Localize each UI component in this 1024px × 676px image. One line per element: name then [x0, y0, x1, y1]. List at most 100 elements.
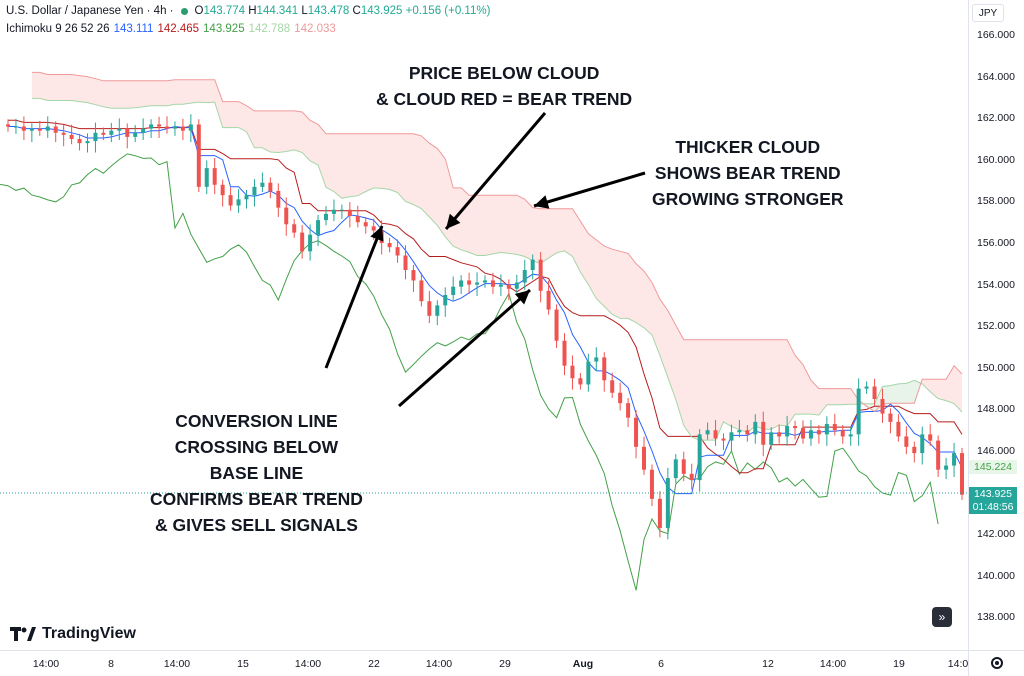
time-tick-label: Aug [572, 658, 594, 670]
candle [920, 426, 925, 465]
price-axis[interactable]: 166.000 164.000 162.000 160.000 158.000 156.0… [968, 0, 1024, 650]
candle [522, 259, 527, 290]
scroll-to-realtime-button[interactable]: » [932, 607, 952, 627]
price-tick-label: 164.000 [977, 70, 1015, 83]
cloud-segment [810, 380, 819, 416]
candle [204, 160, 209, 195]
tradingview-logo[interactable]: TradingView [10, 625, 136, 643]
cloud-segment [787, 339, 796, 427]
cloud-segment [946, 365, 955, 404]
chart-canvas[interactable] [0, 0, 968, 650]
candle [761, 411, 766, 457]
candle [236, 189, 241, 213]
candle [13, 118, 18, 134]
candle [697, 429, 702, 492]
candle [634, 410, 639, 459]
candle [451, 276, 456, 301]
candle [260, 172, 265, 193]
candle [125, 123, 130, 149]
price-tag: 143.925 [969, 487, 1017, 502]
cloud-segment [167, 79, 175, 106]
candle [745, 425, 750, 442]
candle [864, 381, 869, 394]
time-tick-label: 14:00 [163, 658, 191, 670]
candle [292, 219, 297, 238]
candle [212, 157, 217, 195]
cloud-segment [834, 388, 843, 405]
cloud-segment [755, 339, 764, 430]
cloud-segment [437, 148, 446, 237]
time-tick-label: 19 [893, 658, 905, 670]
cloud-segment [111, 80, 120, 109]
candle [45, 116, 50, 138]
candle [681, 451, 686, 482]
gear-icon[interactable] [991, 657, 1003, 669]
candle [904, 426, 909, 455]
cloud-segment [795, 355, 803, 415]
price-tick-label: 156.000 [977, 237, 1015, 249]
candle [570, 355, 575, 390]
candle [117, 118, 122, 141]
low-value: 143.478 [307, 5, 350, 17]
arrow-price-below-cloud [444, 112, 547, 230]
cloud-segment [294, 110, 303, 153]
candle [252, 179, 257, 207]
candle [673, 454, 678, 484]
open-label: O [194, 5, 204, 17]
annotation-line: & CLOUD RED = BEAR TREND [376, 89, 633, 109]
candle [355, 205, 360, 228]
candle [594, 347, 599, 371]
annotation-line: CROSSING BELOW [174, 437, 339, 457]
cloud-segment [198, 79, 207, 103]
candle [705, 422, 710, 440]
cloud-segment [683, 339, 692, 437]
candle [793, 420, 798, 440]
cloud-segment [739, 339, 748, 433]
time-axis[interactable]: 14:00 8 14:00 15 14:00 22 14:00 29 Aug 6 12 14:00 19… [0, 650, 968, 676]
cloud-segment [826, 388, 835, 405]
indicator-name[interactable]: Ichimoku 9 26 52 26 [6, 23, 110, 35]
cloud-segment [286, 110, 295, 152]
annotation-thicker-cloud: THICKER CLOUD SHOWS BEAR TREND GROWING S… [652, 134, 844, 212]
cloud-segment [723, 339, 732, 427]
candle [642, 436, 646, 475]
time-tick-label: 12 [762, 658, 774, 670]
close-label: C [352, 5, 361, 17]
tradingview-logo-icon [10, 627, 36, 641]
candle [816, 425, 821, 444]
candle [93, 122, 98, 153]
close-value: 143.925 [360, 5, 403, 17]
cloud-segment [159, 80, 167, 106]
annotation-line: PRICE BELOW CLOUD [408, 63, 600, 83]
price-tick-label: 138.000 [977, 611, 1015, 624]
cloud-segment [453, 187, 462, 250]
cloud-segment [55, 74, 64, 101]
cloud-segment [580, 221, 589, 285]
cloud-segment [818, 388, 827, 416]
candle [77, 133, 82, 151]
price-tick-label: 140.000 [977, 569, 1015, 582]
cloud-segment [63, 74, 72, 101]
axis-settings-corner[interactable] [968, 650, 1024, 676]
time-tick-label: 14:0 [947, 658, 969, 670]
currency-selector[interactable]: JPY [972, 4, 1004, 22]
cloud-segment [564, 208, 573, 257]
candle [840, 425, 845, 444]
candle [824, 416, 829, 446]
cloud-segment [326, 133, 334, 192]
cloud-segment [540, 208, 549, 264]
candle [753, 414, 758, 444]
cloud-segment [667, 310, 676, 400]
cloud-segment [119, 80, 128, 109]
candle [729, 424, 734, 453]
candle [832, 413, 837, 436]
cloud-segment [954, 365, 962, 412]
candle [180, 118, 185, 141]
candle [149, 119, 154, 138]
price-tick-label: 150.000 [977, 361, 1015, 374]
candle [769, 427, 774, 450]
annotation-line: GROWING STRONGER [652, 189, 844, 209]
price-tick-label: 146.000 [977, 445, 1015, 457]
cloud-segment [644, 271, 652, 336]
symbol-title[interactable]: U.S. Dollar / Japanese Yen · 4h · [6, 5, 174, 17]
